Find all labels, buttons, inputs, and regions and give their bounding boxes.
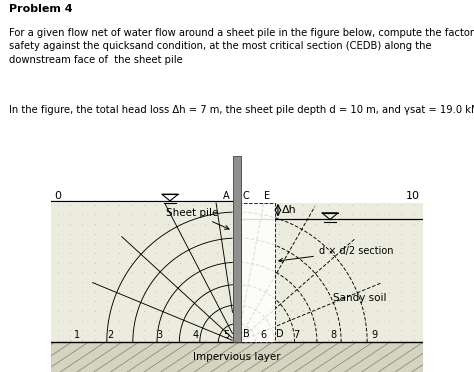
- Text: 6: 6: [260, 330, 266, 340]
- Text: 3: 3: [156, 330, 162, 340]
- Text: A: A: [223, 191, 229, 201]
- Text: 5: 5: [223, 330, 229, 340]
- Text: 9: 9: [372, 330, 378, 340]
- Bar: [51, 342, 423, 372]
- Text: 8: 8: [331, 330, 337, 340]
- Text: D: D: [276, 328, 284, 339]
- Text: Sheet pile: Sheet pile: [166, 208, 229, 229]
- Text: For a given flow net of water flow around a sheet pile in the figure below, comp: For a given flow net of water flow aroun…: [9, 28, 474, 65]
- Text: Impervious layer: Impervious layer: [193, 352, 281, 362]
- Text: 1: 1: [74, 330, 80, 340]
- Text: 0: 0: [54, 191, 61, 201]
- Bar: [241, 203, 275, 342]
- Text: In the figure, the total head loss Δh = 7 m, the sheet pile depth d = 10 m, and : In the figure, the total head loss Δh = …: [9, 106, 474, 115]
- Text: Sandy soil: Sandy soil: [333, 293, 386, 302]
- Bar: [233, 156, 241, 342]
- Text: C: C: [243, 191, 250, 201]
- Text: 10: 10: [406, 191, 420, 201]
- Text: B: B: [243, 328, 250, 339]
- Text: Δh: Δh: [283, 205, 297, 215]
- Bar: [51, 203, 423, 342]
- Text: 7: 7: [293, 330, 300, 340]
- Text: 4: 4: [193, 330, 199, 340]
- Text: d × d/2 section: d × d/2 section: [279, 246, 393, 262]
- Text: 2: 2: [108, 330, 114, 340]
- Text: Problem 4: Problem 4: [9, 4, 73, 14]
- Text: E: E: [264, 191, 270, 201]
